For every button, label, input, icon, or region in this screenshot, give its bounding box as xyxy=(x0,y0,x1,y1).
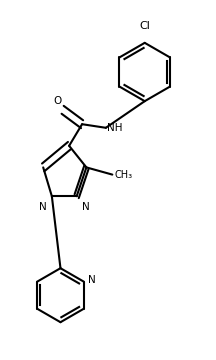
Text: Cl: Cl xyxy=(139,21,150,31)
Text: N: N xyxy=(82,202,90,212)
Text: O: O xyxy=(53,96,61,106)
Text: NH: NH xyxy=(107,123,122,133)
Text: N: N xyxy=(88,275,96,285)
Text: CH₃: CH₃ xyxy=(114,170,133,180)
Text: N: N xyxy=(39,202,47,212)
